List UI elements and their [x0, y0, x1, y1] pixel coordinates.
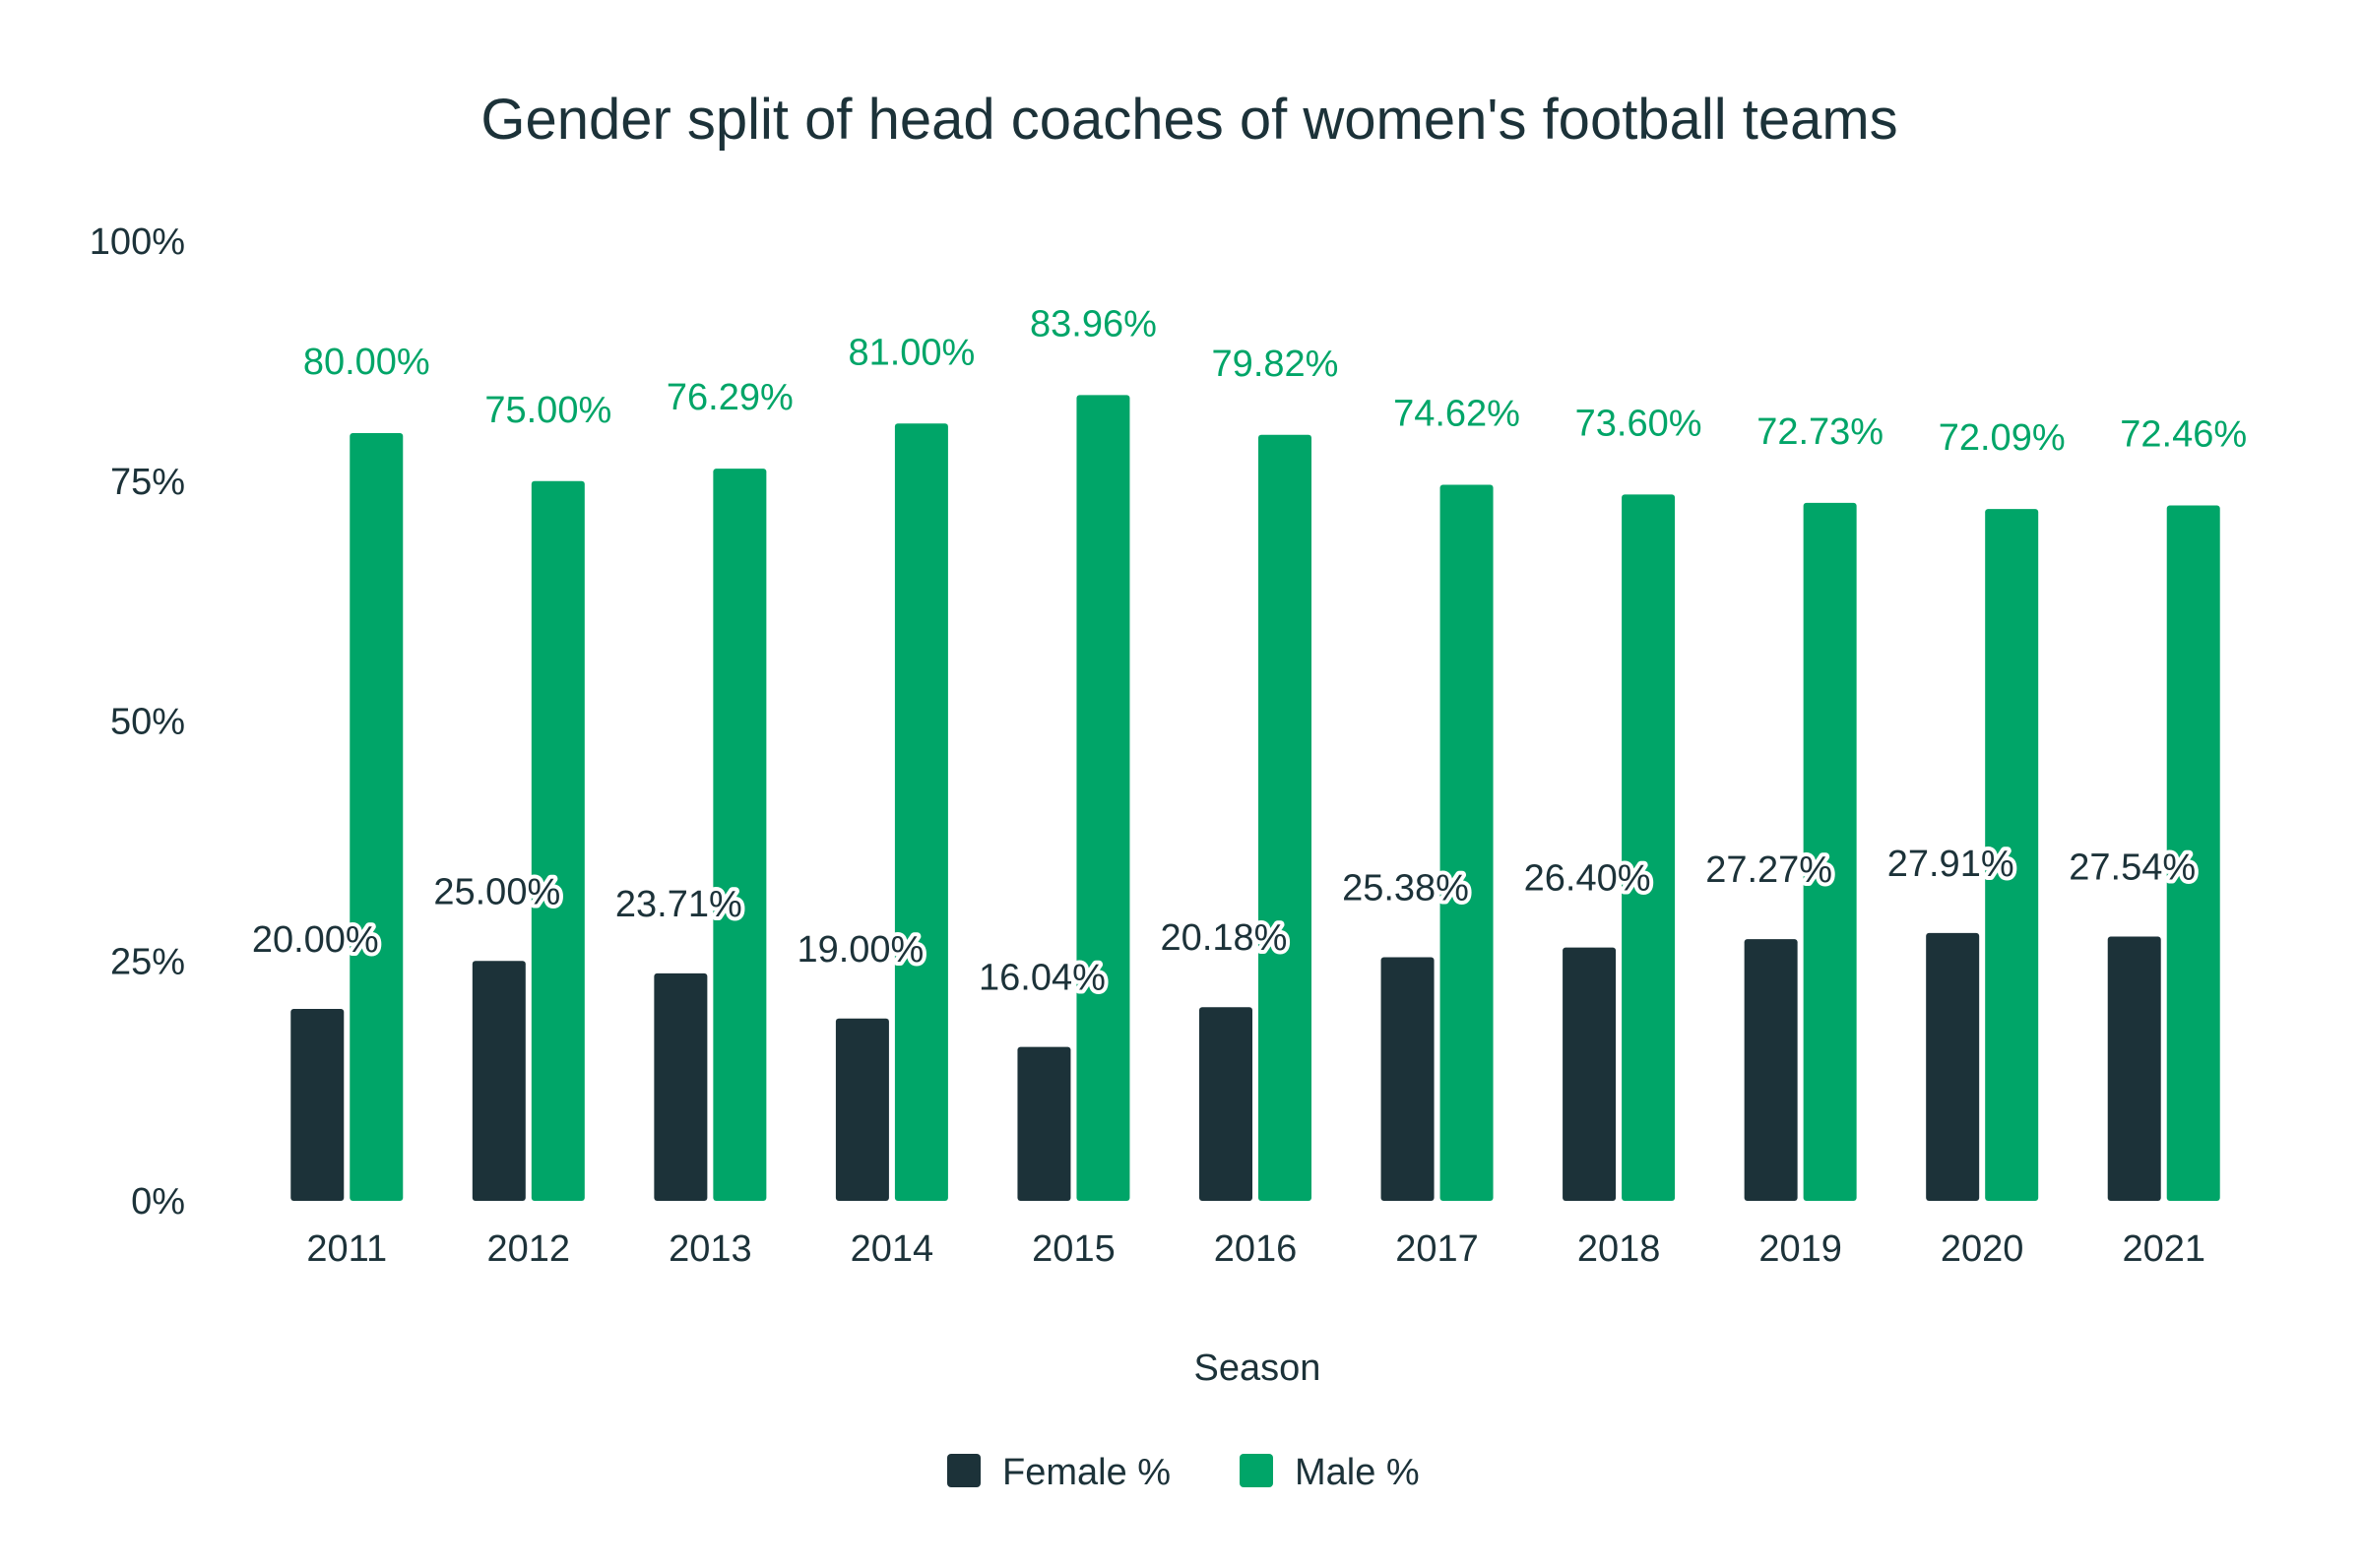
data-label-male: 83.96% [1030, 303, 1157, 345]
data-label-female: 16.04% [979, 958, 1106, 999]
bar-male [1258, 434, 1311, 1201]
y-tick-label: 75% [110, 462, 185, 503]
x-tick-label: 2012 [487, 1228, 571, 1270]
data-label-female: 19.00% [797, 929, 924, 971]
data-label-male: 75.00% [484, 390, 611, 431]
bar-female [1744, 939, 1798, 1201]
data-label-male: 76.29% [667, 377, 794, 418]
data-label-female: 20.00% [252, 919, 379, 961]
bar-female [835, 1018, 889, 1201]
bar-male [1985, 509, 2039, 1201]
bar-male [2166, 505, 2220, 1201]
bar-female [290, 1009, 345, 1201]
x-tick-label: 2011 [306, 1228, 387, 1270]
data-label-female: 27.54% [2069, 847, 2196, 888]
legend-swatch-male [1240, 1454, 1273, 1487]
y-tick-label: 25% [110, 941, 185, 982]
bar-male [531, 480, 585, 1201]
data-label-male: 72.46% [2120, 414, 2247, 456]
bar-male [713, 469, 767, 1201]
data-label-female: 23.71% [615, 884, 742, 925]
data-label-male: 81.00% [848, 332, 975, 373]
data-label-male: 74.62% [1393, 393, 1520, 434]
bar-male [1076, 395, 1130, 1201]
legend-label-male: Male % [1295, 1452, 1420, 1493]
legend-label-female: Female % [1002, 1452, 1171, 1493]
x-tick-label: 2017 [1395, 1228, 1479, 1270]
data-label-female: 25.38% [1342, 868, 1469, 909]
legend-swatch-female [947, 1454, 981, 1487]
data-label-female: 25.00% [433, 871, 560, 912]
bar-male [894, 423, 948, 1201]
x-tick-label: 2015 [1032, 1228, 1116, 1270]
bar-female [1199, 1007, 1252, 1201]
bar-female [472, 961, 526, 1201]
bar-male [350, 433, 404, 1201]
data-labels: 20.00% 80.00% 25.00% 75.00% 23.71% 76.29% 19.0… [248, 303, 2247, 1002]
bar-male [1803, 502, 1857, 1201]
data-label-male: 79.82% [1212, 344, 1339, 385]
x-axis: 2011 2012 2013 2014 2015 2016 2017 2018 2019 2020… [306, 1228, 2205, 1270]
bar-female [1017, 1046, 1071, 1201]
x-axis-title: Season [1194, 1348, 1321, 1389]
data-label-male: 72.73% [1756, 411, 1884, 453]
bar-female [1380, 957, 1435, 1201]
data-label-female: 27.91% [1887, 844, 2014, 885]
chart-title: Gender split of head coaches of women's … [480, 88, 1897, 152]
x-tick-label: 2014 [851, 1228, 934, 1270]
bar-male [1622, 494, 1676, 1201]
x-tick-label: 2013 [669, 1228, 752, 1270]
y-tick-label: 100% [90, 221, 185, 263]
x-tick-label: 2020 [1941, 1228, 2024, 1270]
data-label-female: 26.40% [1524, 858, 1651, 900]
bar-male [1439, 484, 1494, 1202]
x-tick-label: 2016 [1214, 1228, 1298, 1270]
bar-female [1926, 932, 1980, 1201]
x-tick-label: 2021 [2122, 1228, 2205, 1270]
bar-female [2107, 936, 2161, 1201]
bar-female [654, 972, 708, 1201]
y-tick-label: 0% [131, 1181, 185, 1223]
data-label-male: 80.00% [303, 342, 430, 383]
data-label-male: 72.09% [1939, 417, 2066, 459]
bars [290, 395, 2220, 1202]
legend: Female % Male % [947, 1452, 1420, 1493]
data-label-male: 73.60% [1575, 403, 1702, 444]
data-label-female: 20.18% [1161, 917, 1288, 959]
x-tick-label: 2019 [1758, 1228, 1842, 1270]
y-axis: 0% 25% 50% 75% 100% [90, 221, 185, 1223]
x-tick-label: 2018 [1577, 1228, 1661, 1270]
bar-female [1563, 947, 1617, 1201]
data-label-female: 27.27% [1705, 849, 1832, 891]
y-tick-label: 50% [110, 702, 185, 743]
